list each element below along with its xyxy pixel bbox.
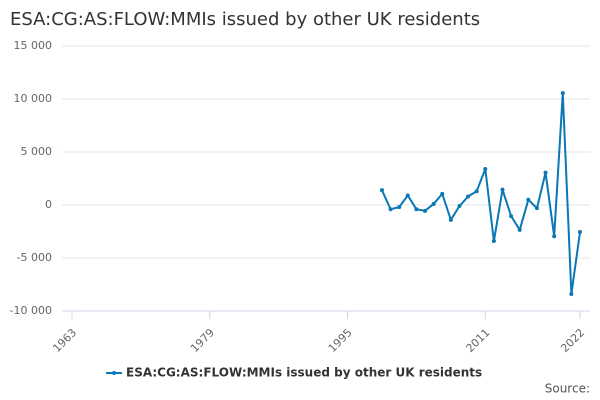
data-point	[517, 227, 522, 232]
data-point	[405, 193, 410, 198]
y-tick-label: 0	[45, 198, 52, 211]
series-line	[381, 93, 581, 295]
data-point	[534, 206, 539, 211]
x-tick-label: 2022	[558, 326, 587, 355]
y-tick-label: -10 000	[10, 304, 52, 317]
data-point	[552, 234, 557, 239]
data-point	[483, 166, 488, 171]
y-tick-label: 5 000	[21, 145, 53, 158]
source: Source:	[545, 382, 590, 396]
data-point	[448, 217, 453, 222]
x-tick-label: 2011	[464, 326, 493, 355]
legend-marker	[112, 371, 116, 375]
data-point	[440, 191, 445, 196]
data-point	[569, 292, 574, 297]
data-point	[466, 194, 471, 199]
data-point	[509, 214, 514, 219]
chart-title: ESA:CG:AS:FLOW:MMIs issued by other UK r…	[10, 9, 480, 30]
data-point	[388, 207, 393, 212]
data-point	[578, 230, 582, 235]
data-point	[414, 207, 419, 212]
y-tick-label: 10 000	[14, 92, 53, 105]
data-point	[431, 201, 436, 206]
data-point	[379, 188, 384, 193]
data-point	[457, 204, 462, 209]
data-point	[397, 205, 402, 210]
y-tick-label: 15 000	[14, 39, 53, 52]
data-point	[491, 239, 496, 244]
x-tick-label: 1963	[50, 326, 79, 355]
y-tick-label: -5 000	[17, 251, 52, 264]
x-tick-label: 1995	[326, 326, 355, 355]
x-tick-label: 1979	[188, 326, 217, 355]
data-point	[500, 187, 505, 192]
data-point	[543, 170, 548, 175]
legend-label: ESA:CG:AS:FLOW:MMIs issued by other UK r…	[126, 366, 482, 380]
data-point	[560, 91, 565, 96]
data-point	[423, 208, 428, 213]
data-point	[474, 189, 479, 194]
data-point	[526, 197, 531, 202]
